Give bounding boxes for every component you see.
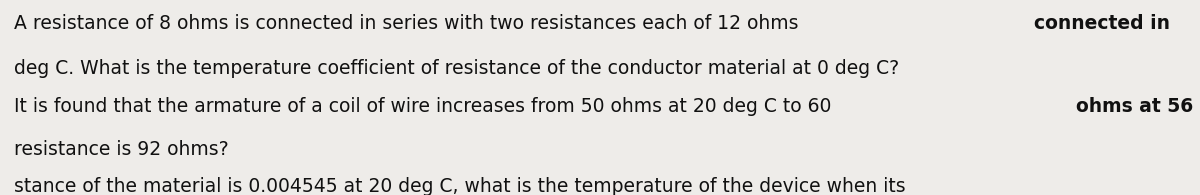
Text: resistance is 92 ohms?: resistance is 92 ohms? xyxy=(14,140,229,159)
Text: ohms at 56: ohms at 56 xyxy=(1076,98,1194,116)
Text: It is found that the armature of a coil of wire increases from 50 ohms at 20 deg: It is found that the armature of a coil … xyxy=(14,98,838,116)
Text: A resistance of 8 ohms is connected in series with two resistances each of 12 oh: A resistance of 8 ohms is connected in s… xyxy=(14,14,804,33)
Text: connected in: connected in xyxy=(1034,14,1170,33)
Text: stance of the material is 0.004545 at 20 deg C, what is the temperature of the d: stance of the material is 0.004545 at 20… xyxy=(14,177,906,195)
Text: deg C. What is the temperature coefficient of resistance of the conductor materi: deg C. What is the temperature coefficie… xyxy=(14,58,899,77)
